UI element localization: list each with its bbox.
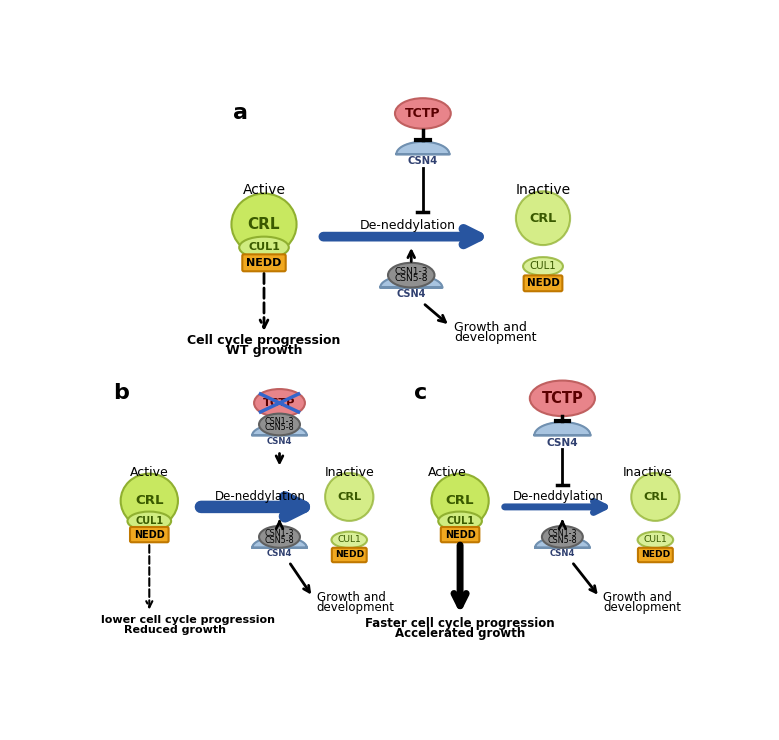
Text: NEDD: NEDD — [134, 530, 164, 539]
Text: lower cell cycle progression: lower cell cycle progression — [101, 615, 275, 625]
Polygon shape — [535, 537, 590, 548]
Text: Growth and: Growth and — [454, 321, 527, 334]
Text: CSN4: CSN4 — [407, 156, 438, 166]
Ellipse shape — [388, 263, 435, 287]
Text: CSN1-3: CSN1-3 — [265, 529, 294, 538]
Text: CRL: CRL — [643, 492, 668, 502]
Polygon shape — [252, 537, 307, 548]
Text: Inactive: Inactive — [516, 184, 570, 198]
Ellipse shape — [395, 98, 451, 129]
Ellipse shape — [523, 257, 563, 275]
Text: De-neddylation: De-neddylation — [359, 219, 456, 232]
Text: Active: Active — [242, 184, 285, 198]
Text: CRL: CRL — [530, 212, 557, 225]
FancyBboxPatch shape — [332, 548, 367, 562]
Text: CSN4: CSN4 — [547, 437, 578, 448]
Text: CUL1: CUL1 — [446, 516, 474, 526]
Text: CUL1: CUL1 — [337, 535, 361, 545]
Ellipse shape — [439, 511, 482, 531]
Text: CSN5-8: CSN5-8 — [548, 536, 577, 545]
Ellipse shape — [254, 389, 305, 417]
Ellipse shape — [325, 473, 373, 521]
Text: Inactive: Inactive — [324, 465, 374, 479]
Text: CRL: CRL — [135, 494, 164, 507]
Ellipse shape — [637, 531, 673, 548]
Text: Active: Active — [130, 465, 169, 479]
Text: CSN4: CSN4 — [550, 549, 575, 558]
Text: Active: Active — [428, 465, 467, 479]
FancyBboxPatch shape — [638, 548, 673, 562]
Text: CSN5-8: CSN5-8 — [265, 423, 294, 432]
Text: development: development — [317, 602, 395, 614]
Ellipse shape — [542, 526, 583, 548]
Ellipse shape — [530, 380, 595, 416]
Text: CUL1: CUL1 — [530, 261, 556, 272]
Text: CSN4: CSN4 — [266, 549, 292, 558]
Text: NEDD: NEDD — [641, 551, 670, 559]
Text: NEDD: NEDD — [527, 278, 559, 289]
Text: Inactive: Inactive — [622, 465, 672, 479]
Text: Growth and: Growth and — [604, 591, 672, 605]
Text: NEDD: NEDD — [445, 530, 475, 539]
Ellipse shape — [239, 237, 289, 258]
Text: TCTP: TCTP — [541, 391, 583, 406]
Ellipse shape — [331, 531, 367, 548]
Text: CSN4: CSN4 — [397, 289, 426, 300]
FancyBboxPatch shape — [523, 275, 562, 292]
Text: CUL1: CUL1 — [643, 535, 668, 545]
Text: Reduced growth: Reduced growth — [125, 625, 227, 635]
Text: c: c — [414, 383, 427, 403]
Text: development: development — [604, 602, 682, 614]
Text: development: development — [454, 331, 537, 344]
Ellipse shape — [259, 526, 300, 548]
Text: a: a — [233, 103, 248, 123]
Ellipse shape — [516, 191, 570, 245]
Text: NEDD: NEDD — [246, 258, 282, 268]
Text: TCTP: TCTP — [263, 398, 296, 408]
FancyBboxPatch shape — [441, 527, 479, 542]
Ellipse shape — [631, 473, 679, 521]
Text: Cell cycle progression: Cell cycle progression — [187, 334, 340, 347]
Polygon shape — [534, 422, 590, 435]
Text: WT growth: WT growth — [226, 344, 302, 357]
FancyBboxPatch shape — [242, 255, 286, 272]
Text: NEDD: NEDD — [335, 551, 364, 559]
Text: CSN1-3: CSN1-3 — [548, 529, 577, 538]
Text: CSN4: CSN4 — [266, 437, 292, 446]
Text: CSN1-3: CSN1-3 — [394, 267, 428, 276]
Ellipse shape — [259, 414, 300, 435]
Ellipse shape — [128, 511, 171, 531]
Polygon shape — [397, 142, 449, 154]
Text: Accelerated growth: Accelerated growth — [395, 628, 525, 640]
Text: CSN5-8: CSN5-8 — [394, 275, 428, 283]
Text: TCTP: TCTP — [405, 107, 441, 120]
Ellipse shape — [121, 474, 178, 528]
Text: CSN1-3: CSN1-3 — [265, 417, 294, 425]
Text: De-neddylation: De-neddylation — [215, 491, 305, 503]
Text: CUL1: CUL1 — [136, 516, 164, 526]
FancyBboxPatch shape — [130, 527, 168, 542]
Ellipse shape — [231, 194, 297, 255]
Text: CUL1: CUL1 — [248, 243, 280, 252]
Polygon shape — [252, 425, 307, 435]
Text: Growth and: Growth and — [317, 591, 386, 605]
Text: CSN5-8: CSN5-8 — [265, 536, 294, 545]
Text: Faster cell cycle progression: Faster cell cycle progression — [365, 617, 555, 630]
Text: b: b — [113, 383, 129, 403]
Ellipse shape — [432, 474, 488, 528]
Text: CRL: CRL — [337, 492, 361, 502]
Text: CRL: CRL — [248, 217, 280, 232]
Text: CRL: CRL — [446, 494, 474, 507]
Polygon shape — [380, 275, 442, 287]
Text: De-neddylation: De-neddylation — [513, 491, 604, 503]
